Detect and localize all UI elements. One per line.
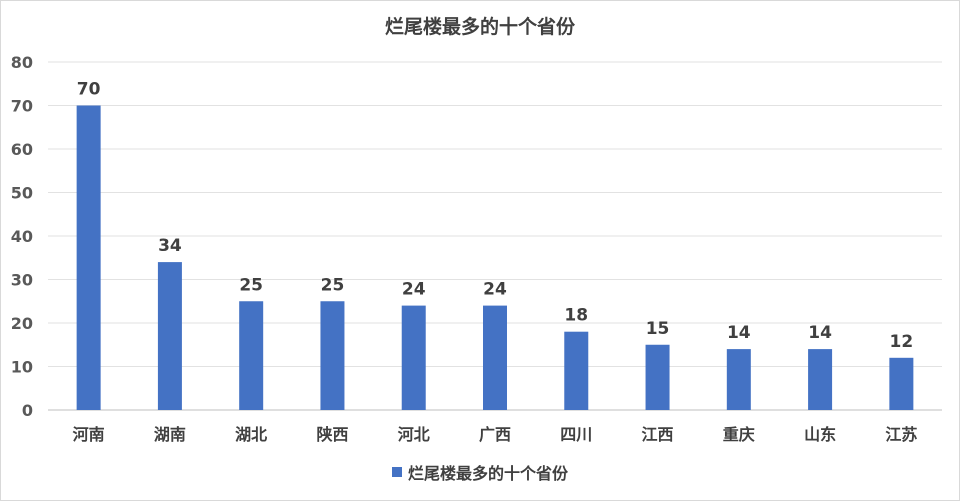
data-label: 14	[727, 323, 751, 343]
data-label: 24	[402, 280, 426, 300]
legend: 烂尾楼最多的十个省份	[0, 460, 960, 484]
data-label: 18	[564, 306, 588, 326]
bar	[239, 301, 264, 410]
y-tick-label: 70	[11, 97, 33, 116]
y-tick-label: 50	[11, 184, 33, 203]
bar	[808, 349, 833, 410]
bar	[157, 262, 182, 410]
category-label: 湖南	[154, 425, 186, 444]
data-label: 34	[158, 236, 182, 256]
category-label: 河北	[398, 425, 430, 444]
data-label: 24	[483, 280, 507, 300]
bar	[645, 344, 670, 410]
category-label: 广西	[479, 425, 511, 444]
data-label: 12	[890, 332, 914, 352]
data-label: 25	[239, 275, 263, 295]
y-tick-label: 0	[22, 401, 33, 420]
data-label: 70	[77, 80, 101, 100]
y-tick-label: 10	[11, 358, 33, 377]
chart-title: 烂尾楼最多的十个省份	[384, 16, 575, 38]
bar	[401, 305, 426, 410]
legend-label: 烂尾楼最多的十个省份	[407, 464, 568, 483]
bar	[564, 331, 589, 410]
category-label: 江西	[642, 425, 674, 444]
bar	[320, 301, 345, 410]
bar	[76, 105, 101, 410]
data-label: 25	[321, 275, 345, 295]
y-tick-label: 60	[11, 140, 33, 159]
y-tick-label: 80	[11, 53, 33, 72]
y-tick-label: 20	[11, 314, 33, 333]
category-label: 陕西	[316, 425, 348, 444]
category-label: 江苏	[885, 425, 917, 444]
category-label: 山东	[804, 425, 836, 444]
bar	[483, 305, 507, 410]
legend-swatch	[391, 467, 402, 477]
bar	[726, 349, 751, 410]
category-label: 四川	[560, 425, 592, 444]
category-label: 河南	[73, 425, 105, 444]
bar	[889, 357, 914, 410]
y-tick-label: 40	[11, 227, 33, 246]
category-label: 重庆	[723, 425, 755, 444]
data-label: 15	[646, 319, 670, 339]
y-tick-label: 30	[11, 271, 33, 290]
data-label: 14	[808, 323, 832, 343]
category-label: 湖北	[235, 425, 267, 444]
